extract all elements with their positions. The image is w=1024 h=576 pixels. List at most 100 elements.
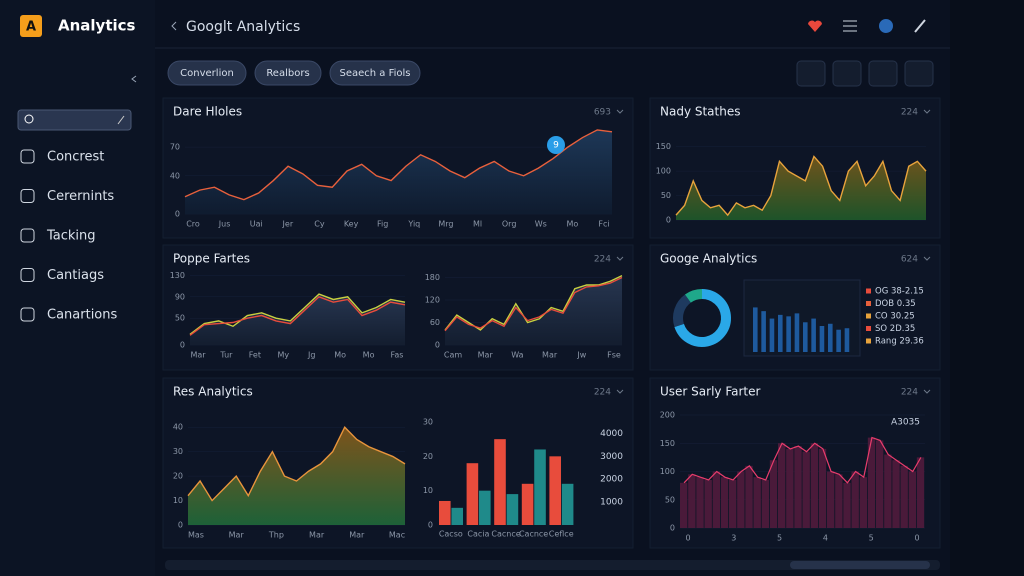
bar bbox=[720, 477, 729, 528]
nav-item[interactable]: Tacking bbox=[46, 229, 96, 244]
area bbox=[185, 129, 612, 214]
tab[interactable] bbox=[329, 60, 421, 86]
bar bbox=[561, 483, 574, 525]
nav-icon bbox=[20, 268, 35, 282]
tab[interactable] bbox=[167, 60, 247, 86]
annotation: 9 bbox=[553, 141, 559, 151]
bar bbox=[851, 471, 859, 528]
x-tick-label: Yiq bbox=[407, 220, 420, 229]
bar bbox=[811, 318, 816, 352]
scrollbar[interactable] bbox=[165, 560, 940, 570]
dropdown-icon[interactable] bbox=[923, 256, 931, 261]
line bbox=[184, 129, 613, 201]
line bbox=[683, 436, 922, 484]
bar bbox=[712, 471, 721, 528]
x-tick-label: Ml bbox=[473, 220, 482, 229]
tool-icon[interactable] bbox=[914, 19, 926, 33]
search-box[interactable] bbox=[17, 109, 132, 131]
edit-icon bbox=[117, 115, 125, 125]
dropdown-icon[interactable] bbox=[923, 109, 931, 114]
y-tick-label: 120 bbox=[425, 296, 440, 305]
y-tick-label: 180 bbox=[425, 273, 440, 282]
toolbar bbox=[796, 60, 934, 87]
bar bbox=[859, 477, 868, 528]
bar bbox=[534, 449, 546, 525]
x-tick-label: Jer bbox=[282, 220, 294, 229]
heart-icon[interactable] bbox=[808, 20, 822, 32]
tool-button[interactable] bbox=[904, 60, 934, 87]
dropdown-icon[interactable] bbox=[616, 256, 624, 261]
tool-button[interactable] bbox=[832, 60, 862, 87]
x-tick-label: Fse bbox=[607, 351, 621, 360]
bar bbox=[696, 477, 704, 528]
bar bbox=[451, 507, 464, 525]
nav-icon bbox=[20, 228, 35, 243]
nav-item[interactable]: Canartions bbox=[47, 308, 117, 323]
x-tick-label: 0 bbox=[685, 534, 690, 543]
bar bbox=[479, 490, 491, 525]
chart-icon[interactable] bbox=[879, 19, 893, 33]
bar bbox=[704, 479, 712, 528]
scroll-thumb[interactable] bbox=[790, 561, 930, 569]
y-tick-label: 40 bbox=[173, 423, 183, 432]
page-title: Googlt Analytics bbox=[186, 19, 300, 35]
panel-title: Googe Analytics bbox=[660, 252, 757, 266]
tool-button[interactable] bbox=[796, 60, 826, 87]
bar bbox=[769, 460, 778, 528]
y-tick-label: 0 bbox=[178, 521, 183, 530]
back-icon[interactable] bbox=[171, 21, 177, 31]
tab[interactable] bbox=[254, 60, 322, 86]
dropdown-icon[interactable] bbox=[616, 389, 624, 394]
legend-label: DOB 0.35 bbox=[875, 299, 916, 309]
x-tick-label: Jus bbox=[218, 220, 231, 229]
x-tick-label: My bbox=[277, 351, 289, 360]
x-tick-label: Jg bbox=[307, 351, 315, 360]
y-tick-label: 50 bbox=[175, 314, 185, 323]
dropdown-icon[interactable] bbox=[923, 389, 931, 394]
y-tick-label: 150 bbox=[660, 439, 675, 448]
x-tick-label: Mo bbox=[566, 220, 578, 229]
bar bbox=[916, 457, 925, 528]
x-tick-label: 0 bbox=[914, 534, 919, 543]
x-tick-label: Mo bbox=[363, 351, 375, 360]
bar bbox=[844, 328, 850, 352]
bar bbox=[836, 329, 841, 352]
x-tick-label: Wa bbox=[511, 351, 523, 360]
bar bbox=[439, 500, 451, 525]
legend-swatch bbox=[866, 301, 871, 306]
dropdown-icon[interactable] bbox=[616, 109, 624, 114]
x-tick-label: Tur bbox=[219, 351, 233, 360]
annotation-dot bbox=[547, 136, 565, 154]
y-tick-label: 0 bbox=[435, 341, 440, 350]
line bbox=[189, 295, 406, 336]
nav-item[interactable]: Cantiags bbox=[47, 268, 104, 283]
bar bbox=[769, 318, 775, 352]
bar bbox=[549, 456, 561, 525]
x-tick-label: Cacso bbox=[439, 530, 463, 539]
collapse-icon[interactable] bbox=[131, 75, 137, 83]
x-tick-label: Mar bbox=[349, 531, 365, 540]
bar bbox=[466, 463, 479, 525]
menu-icon[interactable] bbox=[843, 20, 857, 32]
donut-segment bbox=[684, 289, 703, 303]
panel-title: Nady Stathes bbox=[660, 105, 740, 119]
tab-label: Realbors bbox=[266, 68, 309, 79]
x-tick-label: Cy bbox=[314, 220, 325, 229]
legend-swatch bbox=[866, 313, 871, 319]
nav-item[interactable]: Concrest bbox=[47, 150, 104, 165]
y-tick-label: 0 bbox=[670, 524, 675, 533]
y2-tick-label: 3000 bbox=[600, 452, 623, 462]
x-tick-label: Mrg bbox=[438, 220, 453, 229]
x-tick-label: Ws bbox=[535, 220, 547, 229]
y-tick-label: 0 bbox=[428, 521, 433, 530]
legend-label: Rang 29.36 bbox=[875, 337, 924, 347]
y-tick-label: 0 bbox=[666, 216, 671, 225]
bar bbox=[867, 437, 876, 528]
bar bbox=[827, 471, 835, 528]
logo bbox=[20, 15, 42, 37]
legend-swatch bbox=[866, 338, 871, 344]
tool-button[interactable] bbox=[868, 60, 898, 87]
x-tick-label: Cacia bbox=[467, 530, 489, 539]
nav-item[interactable]: Cerernints bbox=[47, 189, 114, 204]
